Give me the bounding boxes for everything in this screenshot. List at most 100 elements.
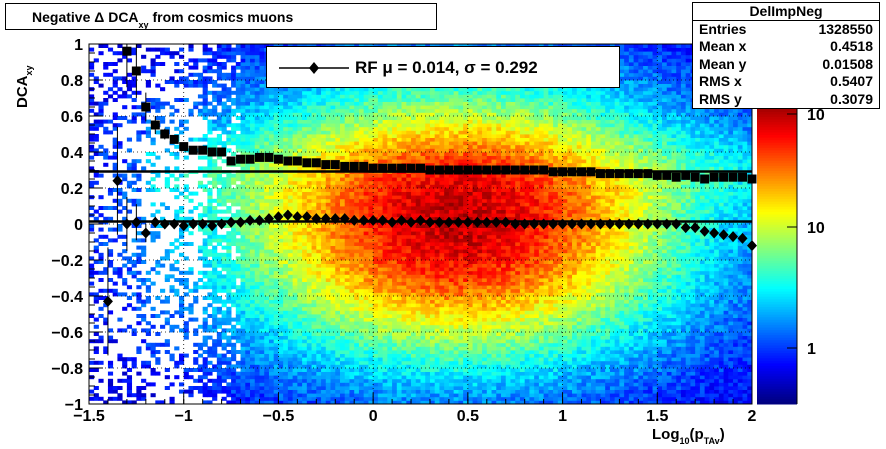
heatmap-cell: [330, 285, 336, 290]
heatmap-cell: [325, 198, 331, 203]
heatmap-cell: [259, 368, 265, 372]
heatmap-cell: [112, 198, 118, 203]
heatmap-cell: [278, 400, 284, 405]
heatmap-cell: [250, 166, 256, 171]
heatmap-cell: [377, 141, 384, 146]
heatmap-cell: [363, 173, 369, 178]
heatmap-cell: [387, 382, 393, 387]
heatmap-cell: [273, 105, 279, 110]
heatmap-cell: [330, 281, 336, 286]
heatmap-cell: [373, 256, 379, 261]
heatmap-cell: [368, 292, 374, 297]
heatmap-cell: [212, 281, 218, 286]
heatmap-cell: [136, 238, 142, 243]
heatmap-cell: [202, 382, 208, 387]
heatmap-cell: [349, 296, 355, 300]
heatmap-cell: [273, 368, 279, 372]
heatmap-cell: [212, 141, 218, 146]
heatmap-cell: [226, 310, 232, 315]
heatmap-cell: [373, 130, 379, 135]
heatmap-cell: [273, 224, 279, 228]
heatmap-cell: [202, 101, 208, 106]
heatmap-cell: [155, 105, 161, 110]
heatmap-cell: [335, 249, 341, 254]
heatmap-cell: [245, 94, 251, 99]
heatmap-cell: [302, 382, 308, 387]
heatmap-cell: [387, 288, 393, 293]
heatmap-cell: [216, 256, 222, 261]
heatmap-cell: [207, 76, 213, 81]
heatmap-cell: [264, 400, 270, 405]
heatmap-cell: [250, 126, 256, 131]
heatmap-cell: [387, 335, 393, 340]
heatmap-cell: [306, 87, 312, 92]
heatmap-cell: [122, 76, 128, 81]
heatmap-cell: [387, 274, 393, 279]
heatmap-cell: [240, 191, 246, 196]
heatmap-cell: [221, 119, 227, 124]
heatmap-cell: [330, 191, 336, 196]
heatmap-cell: [349, 195, 355, 200]
heatmap-cell: [202, 206, 208, 210]
heatmap-cell: [268, 324, 275, 329]
heatmap-cell: [335, 303, 341, 308]
heatmap-cell: [278, 188, 284, 192]
heatmap-cell: [330, 324, 336, 329]
heatmap-cell: [259, 306, 265, 311]
heatmap-cell: [207, 227, 213, 232]
heatmap-cell: [344, 227, 350, 232]
heatmap-cell: [188, 108, 194, 113]
heatmap-cell: [354, 396, 360, 401]
heatmap-cell: [387, 285, 393, 290]
heatmap-cell: [344, 108, 350, 113]
heatmap-cell: [112, 126, 118, 131]
heatmap-cell: [174, 360, 180, 365]
heatmap-cell: [335, 105, 341, 110]
heatmap-cell: [368, 195, 374, 200]
heatmap-cell: [268, 202, 275, 207]
heatmap-cell: [145, 285, 151, 290]
heatmap-cell: [278, 267, 284, 272]
heatmap-cell: [377, 213, 384, 218]
heatmap-cell: [141, 166, 147, 171]
heatmap-cell: [382, 285, 388, 290]
heatmap-cell: [335, 98, 341, 102]
heatmap-cell: [349, 321, 355, 326]
heatmap-cell: [103, 350, 109, 354]
heatmap-cell: [150, 371, 156, 376]
heatmap-cell: [363, 386, 369, 390]
heatmap-cell: [344, 144, 350, 149]
heatmap-cell: [292, 324, 298, 329]
heatmap-cell: [401, 252, 407, 257]
heatmap-cell: [287, 119, 294, 124]
heatmap-cell: [235, 209, 241, 214]
heatmap-cell: [98, 396, 104, 401]
heatmap-cell: [396, 314, 402, 318]
heatmap-cell: [287, 202, 294, 207]
heatmap-cell: [245, 288, 251, 293]
heatmap-cell: [93, 339, 99, 344]
heatmap-cell: [112, 123, 118, 128]
heatmap-cell: [259, 119, 265, 124]
heatmap-cell: [254, 252, 260, 257]
heatmap-cell: [212, 90, 218, 95]
heatmap-cell: [349, 155, 355, 160]
heatmap-cell: [382, 98, 388, 102]
heatmap-cell: [202, 285, 208, 290]
heatmap-cell: [406, 274, 412, 279]
heatmap-cell: [325, 148, 331, 153]
heatmap-cell: [174, 195, 180, 200]
heatmap-cell: [150, 382, 156, 387]
heatmap-cell: [254, 134, 260, 138]
heatmap-cell: [231, 123, 237, 128]
heatmap-cell: [254, 357, 260, 362]
heatmap-cell: [354, 245, 360, 250]
heatmap-cell: [392, 389, 398, 394]
heatmap-cell: [240, 209, 246, 214]
heatmap-cell: [330, 108, 336, 113]
heatmap-cell: [259, 134, 265, 138]
heatmap-cell: [358, 227, 365, 232]
heatmap-cell: [273, 256, 279, 261]
heatmap-cell: [311, 339, 317, 344]
heatmap-cell: [112, 98, 118, 102]
